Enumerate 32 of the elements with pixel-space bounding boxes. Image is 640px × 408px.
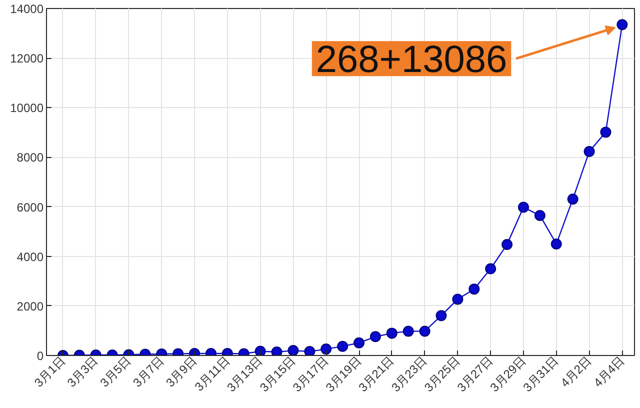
point bbox=[271, 346, 282, 356]
point bbox=[600, 126, 612, 138]
point bbox=[502, 238, 513, 250]
y-tick-label: 6000 bbox=[16, 200, 44, 214]
annotation: 268+13086 bbox=[316, 39, 508, 82]
point bbox=[616, 19, 628, 30]
point bbox=[288, 345, 299, 356]
point bbox=[436, 310, 447, 322]
point bbox=[337, 340, 348, 352]
point bbox=[452, 294, 464, 305]
point bbox=[254, 346, 266, 356]
point bbox=[584, 146, 595, 158]
point bbox=[402, 326, 414, 337]
y-tick-label: 14000 bbox=[10, 2, 44, 16]
y-tick-label: 0 bbox=[36, 349, 44, 363]
y-tick-label: 12000 bbox=[10, 52, 44, 66]
point bbox=[534, 210, 546, 221]
point bbox=[567, 194, 578, 205]
y-tick-label: 8000 bbox=[16, 150, 44, 165]
point bbox=[485, 263, 496, 274]
y-tick-label: 10000 bbox=[10, 101, 44, 116]
point bbox=[304, 346, 316, 356]
point bbox=[354, 337, 365, 348]
point bbox=[386, 328, 398, 339]
point bbox=[419, 326, 430, 337]
point bbox=[468, 284, 480, 295]
y-tick-label: 4000 bbox=[16, 250, 44, 264]
point bbox=[370, 331, 381, 342]
point bbox=[550, 238, 562, 250]
point bbox=[320, 344, 332, 355]
point bbox=[518, 202, 529, 213]
y-tick-label: 2000 bbox=[16, 299, 44, 314]
